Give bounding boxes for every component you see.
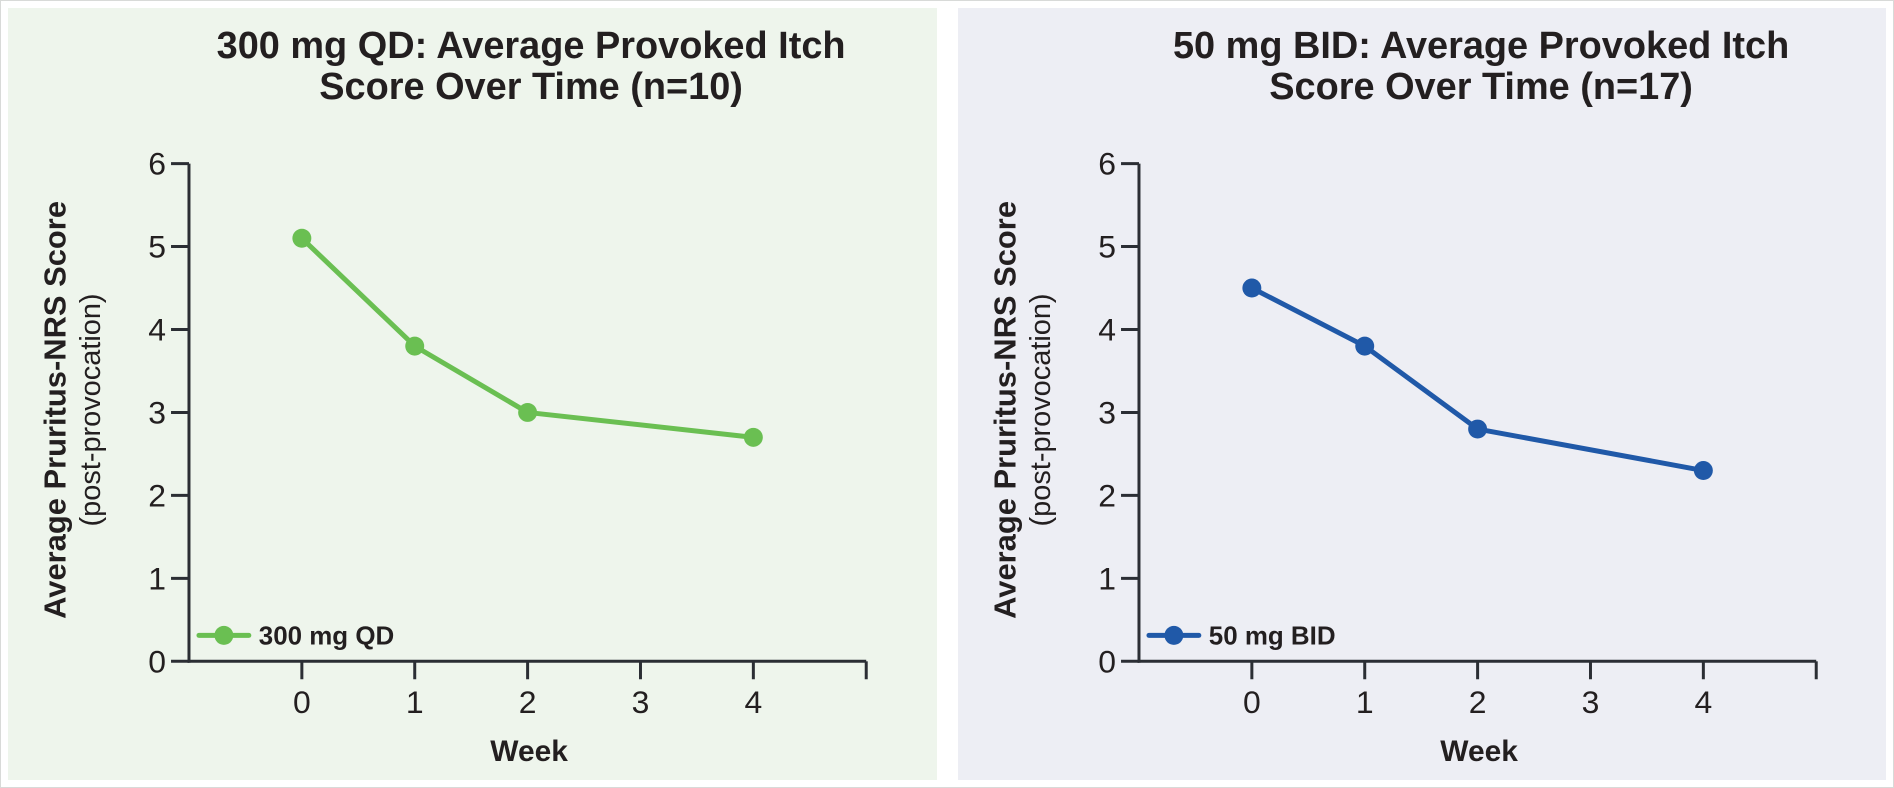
y-tick-label: 6 (1098, 146, 1116, 182)
x-axis-label: Week (1440, 735, 1518, 768)
data-point (1241, 278, 1261, 298)
series-group (292, 228, 763, 447)
data-point (405, 336, 425, 356)
y-tick-label: 3 (1098, 394, 1116, 430)
x-tick-label: 1 (406, 684, 424, 720)
y-tick-label: 5 (1098, 229, 1116, 265)
y-axis-sublabel: (post-provocation) (75, 293, 107, 526)
y-tick-label: 2 (148, 477, 166, 513)
data-point (1467, 419, 1487, 439)
x-tick-label: 0 (1242, 684, 1260, 720)
data-point (1354, 336, 1374, 356)
x-tick-label: 3 (1581, 684, 1599, 720)
series-group (1241, 278, 1713, 480)
x-tick-label: 4 (1694, 684, 1712, 720)
chart-panel-300mg-qd: 300 mg QD: Average Provoked Itch Score O… (8, 8, 937, 780)
legend-label: 50 mg BID (1208, 622, 1335, 650)
y-tick-label: 1 (1098, 560, 1116, 596)
y-tick-label: 4 (148, 311, 166, 347)
chart-panel-50mg-bid: 50 mg BID: Average Provoked Itch Score O… (957, 8, 1886, 780)
line-chart-50mg-bid: 50 mg BID: Average Provoked Itch Score O… (987, 25, 1818, 768)
chart-title-line1: 300 mg QD: Average Provoked Itch (217, 25, 846, 67)
x-tick-label: 1 (1355, 684, 1373, 720)
x-tick-label: 2 (1468, 684, 1486, 720)
y-tick-label: 2 (1098, 477, 1116, 513)
series-line (1248, 285, 1706, 474)
axes: 0 1 2 3 4 5 6 0 1 2 3 4 (1098, 146, 1818, 720)
x-tick-label: 0 (293, 684, 311, 720)
y-axis-sublabel: (post-provocation) (1025, 293, 1057, 526)
legend: 50 mg BID (1145, 622, 1335, 650)
line-chart-300mg-qd: 300 mg QD: Average Provoked Itch Score O… (37, 25, 868, 768)
y-tick-label: 0 (148, 643, 166, 679)
data-point (1693, 461, 1713, 480)
y-tick-label: 5 (148, 229, 166, 265)
chart-title-line2: Score Over Time (n=10) (319, 66, 743, 108)
y-tick-label: 4 (1098, 311, 1116, 347)
data-point (743, 427, 763, 447)
legend: 300 mg QD (196, 622, 394, 650)
y-tick-label: 0 (1098, 643, 1116, 679)
x-tick-label: 2 (519, 684, 537, 720)
y-tick-label: 3 (148, 394, 166, 430)
legend-marker (214, 625, 234, 645)
legend-label: 300 mg QD (259, 622, 394, 650)
y-tick-label: 6 (148, 146, 166, 182)
legend-marker (1163, 625, 1183, 645)
x-tick-label: 4 (744, 684, 762, 720)
axes: 0 1 2 3 4 5 6 0 1 2 3 4 (148, 146, 868, 720)
y-axis-label: Average Pruritus-NRS Score (37, 201, 72, 619)
y-axis-label: Average Pruritus-NRS Score (987, 201, 1022, 619)
y-tick-label: 1 (148, 560, 166, 596)
data-point (518, 402, 538, 422)
series-line (299, 235, 756, 440)
data-point (292, 228, 312, 248)
chart-title-line2: Score Over Time (n=17) (1269, 66, 1693, 108)
x-tick-label: 3 (632, 684, 650, 720)
x-axis-label: Week (490, 735, 568, 768)
chart-title-line1: 50 mg BID: Average Provoked Itch (1172, 25, 1788, 67)
